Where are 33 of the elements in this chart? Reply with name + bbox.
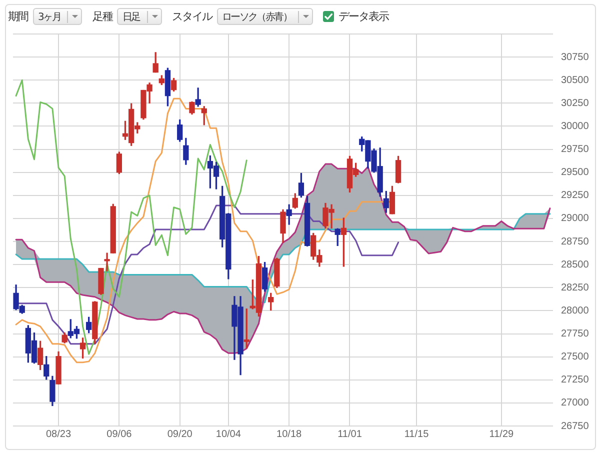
- y-tick-label: 27750: [561, 328, 590, 340]
- y-tick-label: 28500: [561, 259, 590, 270]
- x-tick-label: 10/18: [276, 428, 302, 440]
- y-tick-label: 27500: [561, 352, 590, 363]
- y-tick-label: 29000: [561, 213, 590, 224]
- y-tick-label: 26750: [561, 420, 590, 432]
- text: 3ヶ月: [38, 10, 60, 24]
- y-tick-label: 29250: [561, 190, 590, 202]
- y-tick-label: 28750: [561, 236, 590, 248]
- x-tick-label: 10/04: [216, 428, 242, 440]
- text: ローソク（赤青）: [222, 10, 292, 24]
- x-tick-label: 11/01: [338, 428, 362, 440]
- y-tick-label: 29500: [561, 167, 590, 178]
- text: スタイル: [172, 9, 212, 24]
- text: 期間: [8, 9, 28, 24]
- y-tick-label: 30750: [561, 52, 590, 63]
- x-tick-label: 08/23: [46, 428, 72, 440]
- x-tick-label: 09/06: [106, 428, 132, 440]
- candlestick: [104, 252, 110, 272]
- x-tick-label: 09/20: [167, 428, 193, 440]
- y-tick-label: 28250: [561, 282, 590, 294]
- y-tick-label: 29750: [561, 144, 590, 156]
- x-tick-label: 11/15: [404, 428, 430, 440]
- y-tick-label: 30000: [561, 120, 590, 132]
- y-tick-label: 30500: [561, 74, 590, 86]
- y-tick-label: 27000: [561, 398, 590, 409]
- y-tick-label: 28000: [561, 305, 590, 316]
- x-tick-label: 11/29: [489, 428, 514, 440]
- text: データ表示: [338, 9, 388, 24]
- y-tick-label: 30250: [561, 98, 590, 109]
- y-tick-label: 27250: [561, 374, 590, 386]
- text: 足種: [92, 9, 112, 24]
- text: 日足: [122, 10, 140, 24]
